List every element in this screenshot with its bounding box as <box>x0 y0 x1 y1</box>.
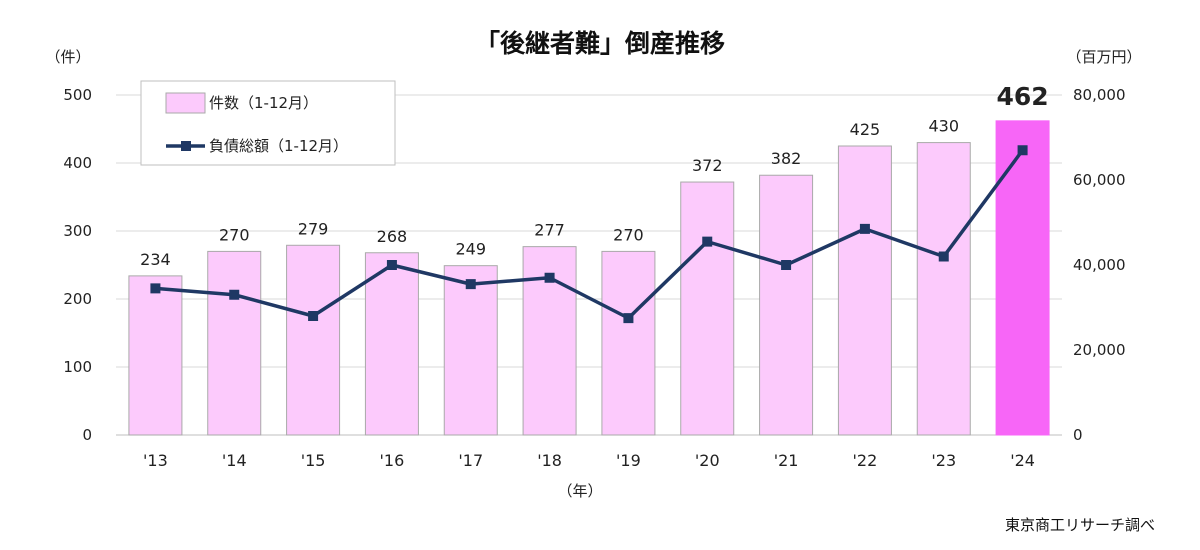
x-axis-ticks: '13 '14 '15 '16 '17 '18 '19 '20 '21 '22 '23 '24 <box>143 451 1035 470</box>
bar <box>995 120 1050 436</box>
line-marker <box>781 260 792 270</box>
chart-title: 「後継者難」倒産推移 <box>475 29 725 58</box>
bar <box>837 145 892 436</box>
legend-bar-swatch <box>165 92 206 114</box>
right-tick-label: 20,000 <box>1073 341 1126 359</box>
bar-data-label: 462 <box>996 82 1048 111</box>
source-note: 東京商工リサーチ調べ <box>1005 516 1155 534</box>
left-axis-unit: （件） <box>45 48 90 66</box>
bar-data-labels: 234 270 279 268 249 277 270 372 382 425 430 462 <box>140 82 1049 269</box>
x-tick-label: '19 <box>616 451 641 470</box>
right-tick-label: 80,000 <box>1073 86 1126 104</box>
x-axis-label: （年） <box>557 482 602 500</box>
legend: 件数（1-12月） 負債総額（1-12月） <box>140 80 396 166</box>
x-tick-label: '16 <box>380 451 405 470</box>
line-marker <box>859 223 870 234</box>
line-marker <box>623 313 634 324</box>
x-tick-label: '20 <box>695 451 720 470</box>
bar <box>364 252 419 436</box>
line-marker <box>229 289 240 300</box>
right-axis-unit: （百万円） <box>1066 48 1141 66</box>
x-tick-label: '24 <box>1010 451 1035 470</box>
bar-data-label: 382 <box>771 149 802 168</box>
left-tick-label: 200 <box>63 290 92 308</box>
line-marker <box>544 272 555 283</box>
x-tick-label: '23 <box>931 451 956 470</box>
x-tick-label: '22 <box>853 451 878 470</box>
left-tick-label: 100 <box>63 358 92 376</box>
line-marker <box>1017 145 1028 156</box>
right-tick-label: 40,000 <box>1073 256 1126 274</box>
legend-bar-label: 件数（1-12月） <box>209 94 318 112</box>
bar <box>601 250 656 436</box>
bar-data-label: 425 <box>850 120 881 139</box>
right-tick-label: 0 <box>1073 426 1083 444</box>
bar <box>128 275 183 436</box>
bar-data-label: 372 <box>692 156 723 175</box>
bar-data-label: 277 <box>534 221 565 240</box>
line-marker <box>465 279 476 290</box>
line-marker <box>938 251 949 262</box>
x-tick-label: '13 <box>143 451 168 470</box>
left-axis-ticks: 0 100 200 300 400 500 <box>63 86 92 444</box>
bar <box>207 250 262 436</box>
bar-data-label: 268 <box>377 227 408 246</box>
right-axis-ticks: 0 20,000 40,000 60,000 80,000 <box>1073 86 1126 444</box>
line-marker <box>150 283 161 294</box>
bar <box>680 181 735 436</box>
left-tick-label: 500 <box>63 86 92 104</box>
bar <box>286 244 341 436</box>
left-tick-label: 300 <box>63 222 92 240</box>
bar-data-label: 234 <box>140 250 171 269</box>
bar <box>759 174 814 436</box>
line-series <box>150 145 1028 324</box>
bar-data-label: 279 <box>298 219 329 238</box>
x-tick-label: '18 <box>537 451 562 470</box>
bar-data-label: 430 <box>928 117 959 136</box>
x-tick-label: '17 <box>458 451 483 470</box>
right-tick-label: 60,000 <box>1073 171 1126 189</box>
line-marker <box>386 260 397 270</box>
bar-data-label: 270 <box>219 225 250 244</box>
x-tick-label: '14 <box>222 451 247 470</box>
bar-data-label: 270 <box>613 225 644 244</box>
line-marker <box>702 236 713 247</box>
left-tick-label: 400 <box>63 154 92 172</box>
legend-line-label: 負債総額（1-12月） <box>209 137 348 155</box>
bar <box>443 265 498 436</box>
legend-line-marker <box>181 141 191 151</box>
bar-series <box>128 120 1050 436</box>
line-path <box>155 149 1024 320</box>
x-tick-label: '21 <box>774 451 799 470</box>
bar-data-label: 249 <box>455 240 486 259</box>
left-tick-label: 0 <box>82 426 92 444</box>
bar <box>916 142 971 436</box>
x-tick-label: '15 <box>301 451 326 470</box>
line-marker <box>308 311 319 321</box>
